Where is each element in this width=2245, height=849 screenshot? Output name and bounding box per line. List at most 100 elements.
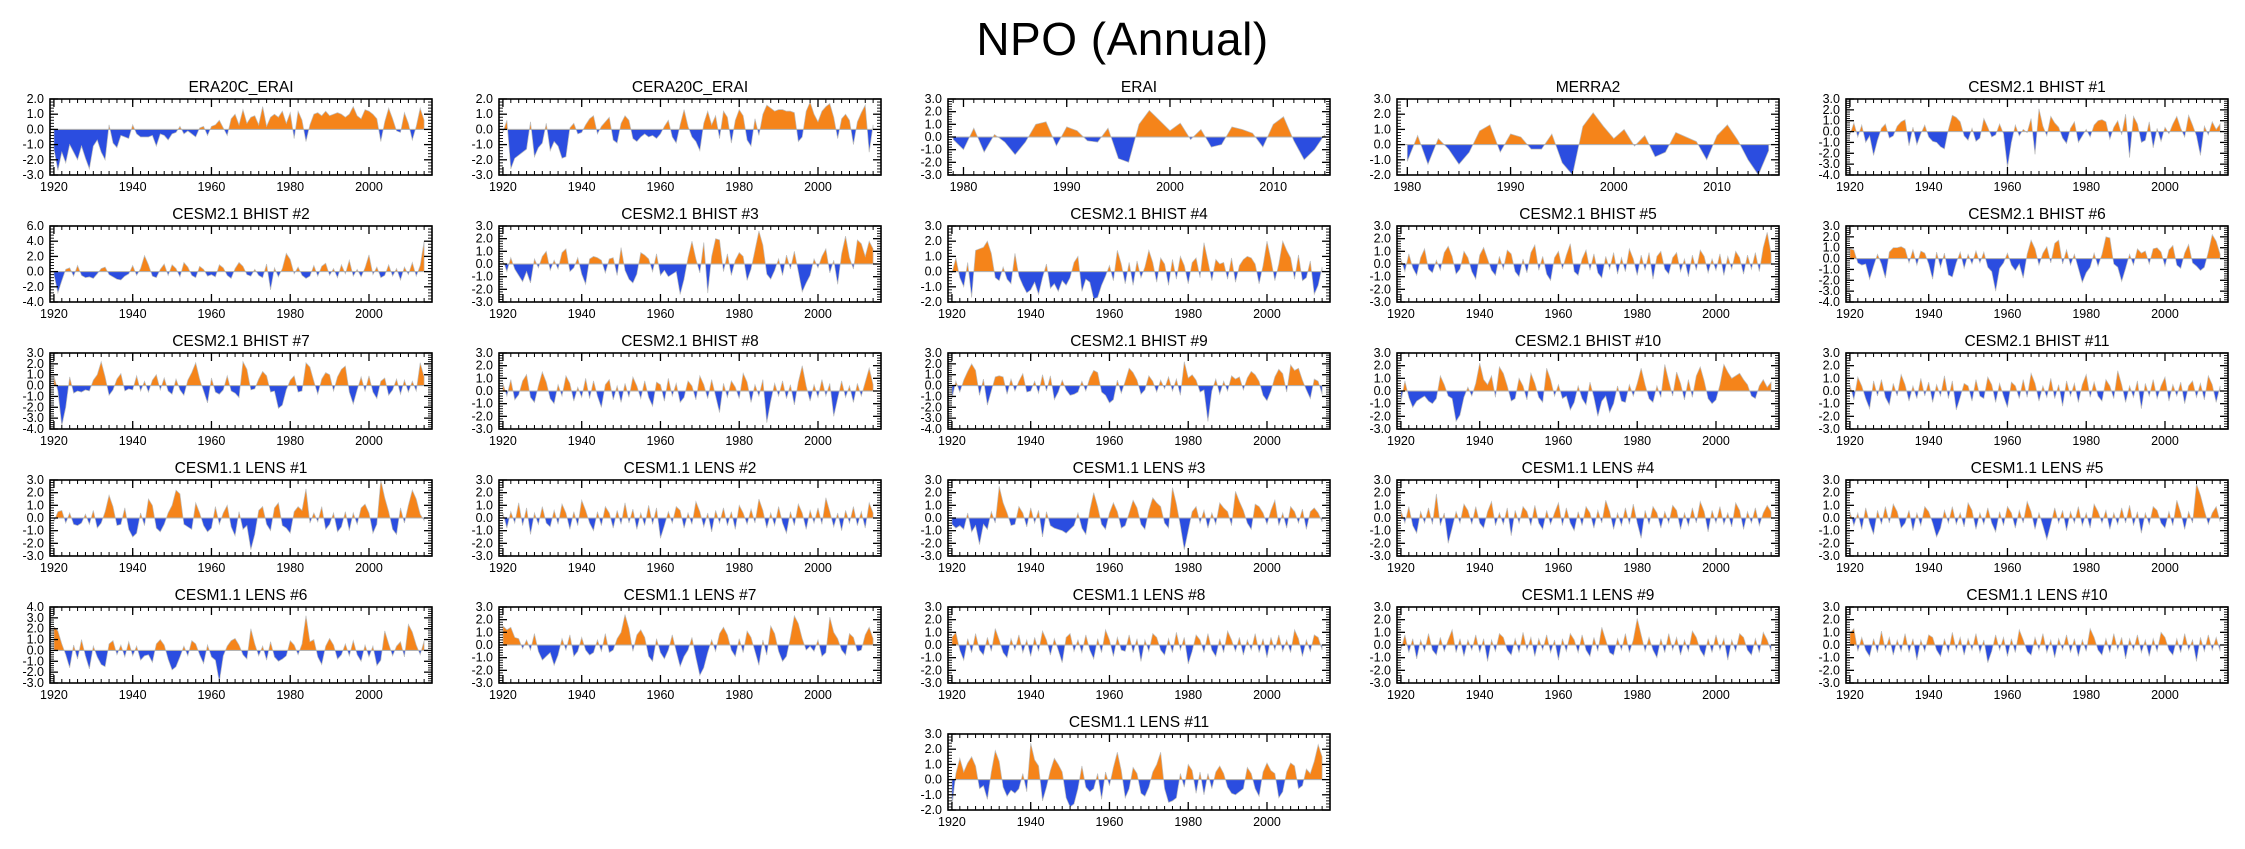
panel-cesm2-1-bhist-3: 1920 1940 1960 1980 2000 -3.0 -2.0 -1.0 0.0 1.0 2.…: [449, 205, 898, 332]
axis-frame: [947, 225, 1331, 303]
x-tick-label: 1940: [119, 307, 147, 321]
x-tick-label: 2000: [1253, 561, 1281, 575]
y-tick-label: -1.0: [22, 138, 44, 152]
y-tick-label: 2.0: [925, 357, 942, 371]
positive-area: [53, 615, 425, 651]
negative-area: [1400, 263, 1772, 282]
positive-area: [951, 486, 1323, 519]
panel-chart: 1920 1940 1960 1980 2000 -4.0-3.0-2.0-1.00.01…: [1818, 79, 2229, 194]
panel-chart: 1920 1940 1960 1980 2000-3.0-2.0-1.00.01.02.…: [1369, 587, 1780, 702]
y-tick-label: 2.0: [925, 105, 942, 119]
negative-area: [53, 271, 425, 295]
y-tick-label: 2.0: [476, 232, 493, 246]
x-tick-label: 1960: [1545, 561, 1573, 575]
x-tick-label: 2010: [1703, 180, 1731, 194]
y-tick-label: -3.0: [1369, 422, 1391, 436]
panel-cesm2-1-bhist-4: 1920 1940 1960 1980 2000 -2.0 -1.0 0.0 1.0 2.0 3.0…: [898, 205, 1347, 332]
x-tick-label: 1940: [568, 307, 596, 321]
panel-chart: 1920 1940 1960 1980 2000-3.0-2.0-1.00.01.02.…: [22, 460, 433, 575]
x-tick-label: 1940: [1915, 688, 1943, 702]
x-tick-label: 2000: [804, 688, 832, 702]
y-tick-label: -2.0: [471, 153, 493, 167]
x-tick-label: 1980: [2072, 688, 2100, 702]
y-tick-label: 1.0: [476, 498, 493, 512]
x-tick-label: 2000: [2151, 307, 2179, 321]
y-tick-label: -3.0: [471, 422, 493, 436]
panel-title: CESM2.1 BHIST #2: [172, 206, 310, 223]
panel-chart: 1920 1940 1960 1980 2000-3.0-2.0-1.00.01.02.…: [22, 79, 433, 194]
panel-chart: 1920 1940 1960 1980 2000-3.0-2.0-1.00.01.02.…: [1369, 333, 1780, 448]
panel-title: CESM1.1 LENS #6: [175, 587, 308, 604]
y-tick-label: 3.0: [1374, 92, 1391, 106]
y-tick-label: 2.0: [925, 742, 942, 756]
x-tick-label: 1980: [950, 180, 978, 194]
y-tick-label: 1.0: [1823, 371, 1840, 385]
panel-title: CESM1.1 LENS #5: [1971, 460, 2104, 477]
x-tick-label: 1980: [276, 180, 304, 194]
y-tick-label: 2.0: [1374, 359, 1391, 373]
axis-frame: [49, 98, 433, 176]
x-tick-label: 2000: [2151, 180, 2179, 194]
panel-chart: 1920 1940 1960 1980 2000 -4.0-3.0-2.0-1.00.01…: [1818, 206, 2229, 321]
positive-area: [951, 743, 1323, 780]
x-tick-label: 2000: [1253, 815, 1281, 829]
y-tick-label: -1.0: [920, 788, 942, 802]
x-tick-label: 1940: [1466, 434, 1494, 448]
x-tick-label: 1960: [1096, 815, 1124, 829]
y-tick-label: 3.0: [1823, 219, 1840, 233]
y-tick-label: -3.0: [1369, 295, 1391, 309]
panel-cesm1-1-lens-11: 1920 1940 1960 1980 2000 -2.0 -1.0 0.0 1.0 2.0 3.0…: [898, 713, 1347, 840]
y-tick-label: -2.0: [22, 153, 44, 167]
y-tick-label: 3.0: [1823, 346, 1840, 360]
panel-cesm2-1-bhist-10: 1920 1940 1960 1980 2000 -3.0 -2.0 -1.0 0.0 1.0 2.…: [1347, 332, 1796, 459]
panel-title: CESM2.1 BHIST #11: [1964, 333, 2109, 350]
positive-area: [1849, 233, 2221, 259]
x-tick-label: 1980: [1174, 434, 1202, 448]
x-tick-label: 1920: [489, 180, 517, 194]
y-tick-label: 0.0: [476, 257, 493, 271]
y-tick-label: 4.0: [27, 234, 44, 248]
y-tick-label: -2.0: [1818, 536, 1840, 550]
positive-area: [1849, 370, 2221, 392]
panel-cesm1-1-lens-5: 1920 1940 1960 1980 2000 -3.0 -2.0 -1.0 0.0 1.0 2.…: [1796, 459, 2245, 586]
y-tick-label: 2.0: [1823, 103, 1840, 117]
panel-cesm1-1-lens-2: 1920 1940 1960 1980 2000 -3.0 -2.0 -1.0 0.0 1.0 2.…: [449, 459, 898, 586]
y-tick-label: -4.0: [920, 422, 942, 436]
x-tick-label: 1940: [568, 561, 596, 575]
x-tick-label: 1920: [1387, 561, 1415, 575]
x-tick-label: 1940: [119, 688, 147, 702]
x-tick-label: 2000: [355, 180, 383, 194]
y-tick-label: -2.0: [1369, 663, 1391, 677]
panel-chart: 1920 1940 1960 1980 2000-3.0-2.0-1.00.01.02.…: [22, 587, 433, 702]
positive-area: [502, 497, 874, 519]
x-tick-label: 2000: [804, 434, 832, 448]
y-tick-label: 3.0: [27, 346, 44, 360]
y-tick-label: 4.0: [27, 600, 44, 614]
x-tick-label: 1920: [1836, 561, 1864, 575]
y-tick-label: 1.0: [1823, 625, 1840, 639]
x-tick-label: 1940: [1017, 688, 1045, 702]
y-tick-label: 2.0: [925, 486, 942, 500]
y-tick-label: -2.0: [471, 409, 493, 423]
y-tick-label: -1.0: [22, 524, 44, 538]
panel-title: CESM1.1 LENS #9: [1522, 587, 1655, 604]
y-tick-label: 0.0: [925, 638, 942, 652]
y-tick-label: -1.0: [1818, 135, 1840, 149]
panel-cesm1-1-lens-10: 1920 1940 1960 1980 2000 -3.0 -2.0 -1.0 0.0 1.0 2.…: [1796, 586, 2245, 713]
y-tick-label: -1.0: [22, 654, 44, 668]
x-tick-label: 1940: [568, 180, 596, 194]
panel-chart: 1920 1940 1960 1980 2000-3.0-2.0-1.00.01.02.…: [1369, 460, 1780, 575]
positive-area: [1849, 627, 2221, 646]
y-tick-label: -1.0: [1369, 651, 1391, 665]
panel-title: CESM2.1 BHIST #9: [1070, 333, 1208, 350]
y-tick-label: -1.0: [1818, 397, 1840, 411]
y-tick-label: 0.0: [925, 773, 942, 787]
panel-cesm2-1-bhist-8: 1920 1940 1960 1980 2000 -3.0 -2.0 -1.0 0.0 1.0 2.…: [449, 332, 898, 459]
x-tick-label: 1920: [938, 688, 966, 702]
x-tick-label: 1980: [1623, 561, 1651, 575]
y-tick-label: 2.0: [27, 249, 44, 263]
y-tick-label: 1.0: [476, 107, 493, 121]
y-tick-label: 0.0: [1374, 138, 1391, 152]
x-tick-label: 1990: [1053, 180, 1081, 194]
panel-chart: 1920 1940 1960 1980 2000-3.0-2.0-1.00.01.02.…: [920, 587, 1331, 702]
